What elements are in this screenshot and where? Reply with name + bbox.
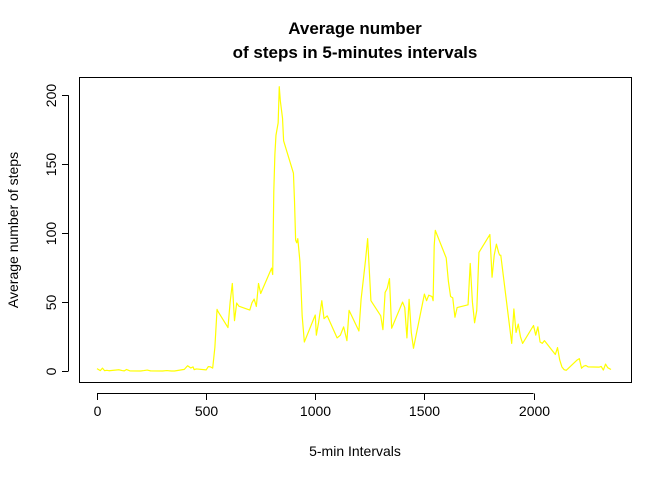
plot-area — [96, 86, 612, 372]
y-tick-label: 50 — [43, 295, 59, 311]
chart-title-line-2: of steps in 5-minutes intervals — [233, 43, 478, 62]
plot-frame — [79, 77, 632, 383]
x-tick-label: 1500 — [409, 403, 440, 419]
y-tick-label: 100 — [43, 222, 59, 246]
y-tick-label: 200 — [43, 84, 59, 108]
chart-title-line-1: Average number — [288, 19, 422, 38]
y-tick-label: 0 — [43, 367, 59, 375]
x-tick-label: 2000 — [519, 403, 550, 419]
y-axis: 0 50 100 150 200 — [43, 84, 69, 375]
x-axis: 0 500 1000 1500 2000 — [94, 393, 550, 419]
series-line-0 — [96, 86, 612, 372]
x-axis-label: 5-min Intervals — [309, 443, 401, 459]
x-tick-label: 1000 — [300, 403, 331, 419]
y-axis-label: Average number of steps — [5, 152, 21, 308]
x-tick-label: 0 — [94, 403, 102, 419]
y-tick-label: 150 — [43, 153, 59, 177]
x-tick-label: 500 — [195, 403, 219, 419]
